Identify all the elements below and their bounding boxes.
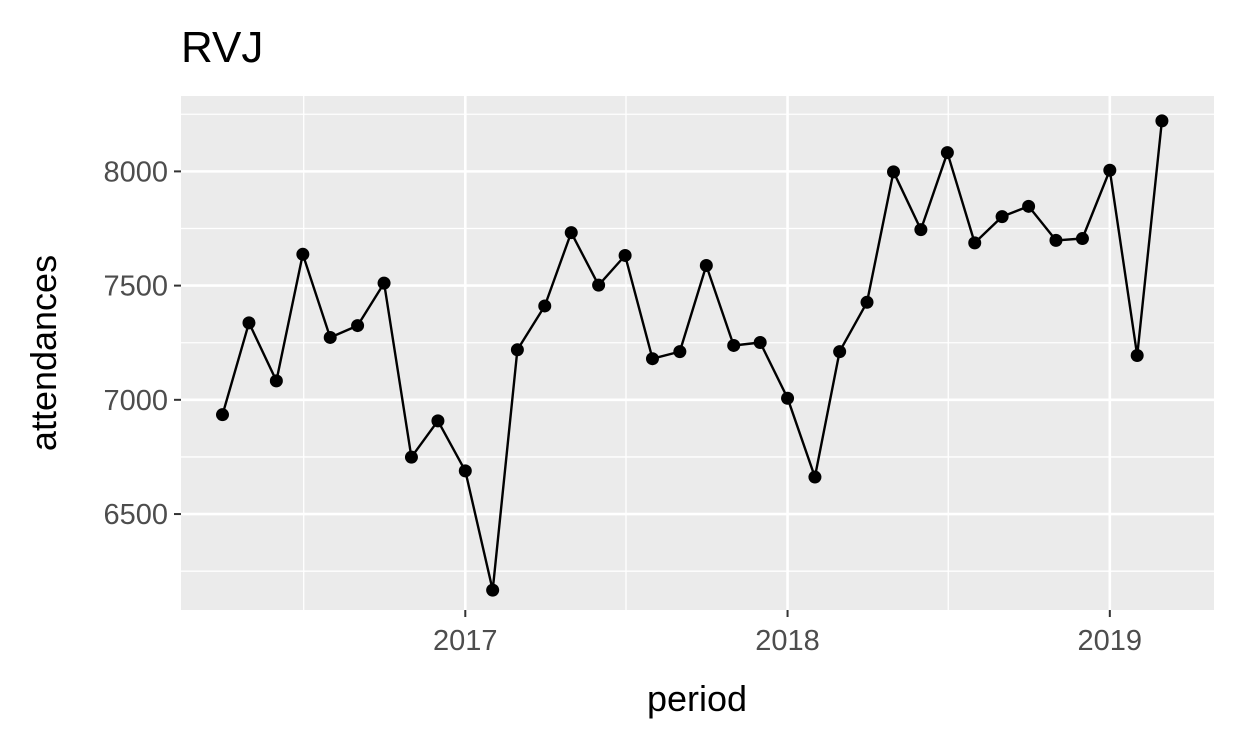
y-tick-label: 6500 bbox=[103, 499, 168, 531]
data-point bbox=[618, 248, 632, 262]
data-point bbox=[1075, 232, 1089, 246]
y-tick-label: 7000 bbox=[103, 385, 168, 417]
data-point bbox=[860, 295, 874, 309]
data-point bbox=[699, 259, 713, 273]
data-point bbox=[351, 319, 365, 333]
data-point bbox=[940, 146, 954, 160]
plot-panel bbox=[181, 96, 1214, 610]
data-point bbox=[887, 165, 901, 179]
y-tick-label: 7500 bbox=[103, 271, 168, 303]
data-point bbox=[377, 276, 391, 290]
y-axis-title: attendances bbox=[23, 255, 64, 451]
data-point bbox=[753, 335, 767, 349]
data-point bbox=[242, 316, 256, 330]
y-axis: 6500 7000 7500 8000 bbox=[103, 156, 181, 531]
data-point bbox=[1103, 163, 1117, 177]
data-point bbox=[914, 223, 928, 237]
data-point bbox=[538, 299, 552, 313]
data-point bbox=[995, 210, 1009, 224]
data-point bbox=[404, 450, 418, 464]
data-point bbox=[727, 338, 741, 352]
x-tick-label: 2019 bbox=[1078, 625, 1143, 657]
data-point bbox=[564, 226, 578, 240]
major-gridlines bbox=[181, 96, 1214, 610]
x-axis: 2017 2018 2019 bbox=[433, 610, 1142, 657]
data-point bbox=[215, 408, 229, 422]
data-point bbox=[269, 374, 283, 388]
data-point bbox=[833, 345, 847, 359]
data-point bbox=[1049, 233, 1063, 247]
data-point bbox=[968, 236, 982, 250]
x-tick-label: 2018 bbox=[755, 625, 820, 657]
data-point bbox=[296, 247, 310, 261]
data-point bbox=[1130, 349, 1144, 363]
x-tick-label: 2017 bbox=[433, 625, 498, 657]
y-tick-label: 8000 bbox=[103, 156, 168, 188]
chart-title: RVJ bbox=[181, 23, 263, 72]
data-point bbox=[1022, 199, 1036, 213]
data-point bbox=[486, 583, 500, 597]
data-point bbox=[781, 391, 795, 405]
x-axis-title: period bbox=[647, 678, 747, 719]
data-point bbox=[645, 352, 659, 366]
data-point bbox=[510, 343, 524, 357]
data-point bbox=[592, 278, 606, 292]
data-point bbox=[431, 414, 445, 428]
data-point bbox=[1155, 114, 1169, 128]
data-point bbox=[673, 345, 687, 359]
series-layer bbox=[215, 114, 1169, 597]
minor-gridlines bbox=[181, 96, 1214, 610]
data-point bbox=[323, 330, 337, 344]
data-point bbox=[458, 464, 472, 478]
data-point bbox=[808, 470, 822, 484]
